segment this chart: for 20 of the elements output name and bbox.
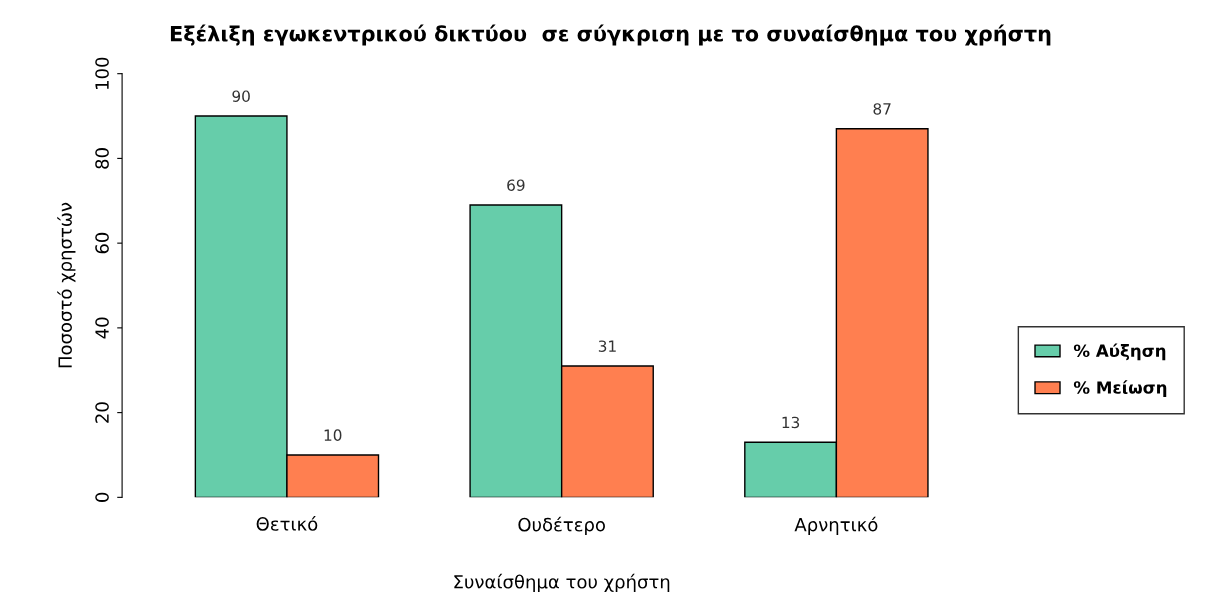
- data-label: 31: [598, 340, 616, 352]
- y-tick-label: 20: [95, 402, 109, 423]
- x-tick-label: Ουδέτερο: [518, 516, 605, 535]
- y-tick-label: 60: [95, 232, 109, 254]
- y-tick-label: 40: [95, 317, 109, 339]
- y-axis-title: Ποσοστό χρηστών: [57, 202, 76, 368]
- y-tick-label: 80: [95, 148, 109, 169]
- data-label: 90: [232, 90, 250, 102]
- data-label: 87: [873, 103, 891, 115]
- legend-label: % Αύξηση: [1073, 343, 1166, 361]
- data-label: 13: [782, 416, 800, 429]
- y-tick-label: 100: [95, 57, 109, 89]
- x-tick-label: Αρνητικό: [794, 516, 878, 535]
- data-label: 69: [507, 179, 525, 191]
- x-axis-title: Συναίσθημα του χρήστη: [454, 573, 670, 593]
- y-tick-label: 0: [95, 492, 109, 502]
- x-tick-label: Θετικό: [256, 516, 318, 531]
- legend-label: % Μείωση: [1073, 380, 1167, 398]
- chart-title: Εξέλιξη εγωκεντρικού δικτύου σε σύγκριση με το συναίσθημα του χρήστη: [170, 24, 1051, 46]
- data-label: 10: [324, 429, 342, 441]
